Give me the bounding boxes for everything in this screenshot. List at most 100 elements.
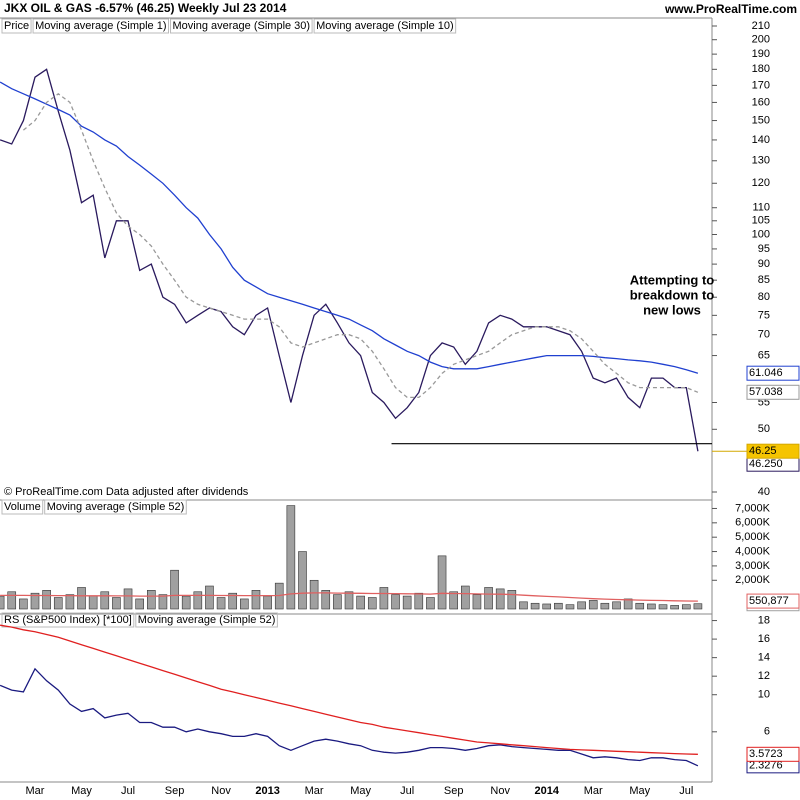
x-tick-label: Sep bbox=[444, 785, 464, 797]
y-tick-label: 180 bbox=[752, 63, 770, 75]
y-tick-label: 5,000K bbox=[735, 531, 771, 543]
y-tick-label: 95 bbox=[758, 243, 770, 255]
x-tick-label: Jul bbox=[400, 785, 414, 797]
series-line bbox=[0, 667, 699, 767]
volume-bar bbox=[251, 590, 261, 610]
y-tick-label: 90 bbox=[758, 258, 770, 270]
y-tick-label: 2,000K bbox=[735, 574, 771, 586]
volume-bar bbox=[367, 597, 377, 610]
x-tick-label: Jul bbox=[121, 785, 135, 797]
volume-bar bbox=[298, 551, 307, 610]
value-badge bbox=[746, 746, 800, 762]
volume-bar bbox=[681, 604, 691, 610]
volume-bar bbox=[30, 592, 40, 610]
y-tick-label: 18 bbox=[758, 614, 770, 626]
annotation: breakdown to bbox=[630, 287, 715, 302]
y-tick-label: 160 bbox=[752, 96, 770, 108]
volume-bar bbox=[577, 601, 586, 610]
y-tick-label: 190 bbox=[752, 48, 770, 60]
value-badge-label: 3.5723 bbox=[749, 748, 783, 760]
value-badge bbox=[746, 384, 800, 400]
legend-entry: Moving average (Simple 1) bbox=[35, 20, 166, 32]
y-tick-label: 80 bbox=[758, 291, 770, 303]
legend-entry: Moving average (Simple 52) bbox=[138, 614, 276, 626]
volume-bar bbox=[612, 601, 621, 610]
volume-bar bbox=[309, 579, 319, 610]
x-tick-label: Mar bbox=[584, 785, 603, 797]
y-tick-label: 110 bbox=[752, 202, 770, 214]
volume-bar bbox=[170, 569, 179, 610]
volume-bar bbox=[623, 598, 633, 610]
y-tick-label: 150 bbox=[752, 114, 770, 126]
x-tick-label: 2014 bbox=[534, 785, 559, 797]
legend-entry: Moving average (Simple 30) bbox=[173, 20, 311, 32]
y-tick-label: 3,000K bbox=[735, 560, 771, 572]
y-tick-label: 7,000K bbox=[735, 502, 771, 514]
volume-bar bbox=[391, 594, 400, 610]
value-badge-label: 46.250 bbox=[749, 458, 783, 470]
volume-bar bbox=[112, 597, 121, 610]
volume-bar bbox=[658, 604, 668, 610]
volume-bar bbox=[321, 590, 331, 610]
y-tick-label: 65 bbox=[758, 349, 770, 361]
y-tick-label: 50 bbox=[758, 423, 770, 435]
volume-bar bbox=[158, 594, 168, 610]
y-tick-label: 85 bbox=[758, 274, 770, 286]
x-tick-label: May bbox=[71, 785, 92, 797]
x-tick-label: Mar bbox=[305, 785, 324, 797]
y-tick-label: 105 bbox=[752, 215, 770, 227]
volume-bar bbox=[461, 585, 470, 610]
y-tick-label: 75 bbox=[758, 309, 770, 321]
x-tick-label: May bbox=[629, 785, 650, 797]
volume-bar bbox=[554, 602, 563, 610]
volume-bar bbox=[0, 595, 5, 610]
volume-bar bbox=[414, 592, 424, 610]
value-badge-label: 61.046 bbox=[749, 367, 783, 379]
legend-box bbox=[1, 612, 135, 628]
volume-bar bbox=[240, 598, 249, 610]
legend-box bbox=[170, 18, 313, 34]
volume-bar bbox=[42, 590, 51, 610]
volume-bar bbox=[216, 597, 226, 610]
volume-bar bbox=[402, 595, 412, 610]
site: www.ProRealTime.com bbox=[664, 2, 797, 16]
volume-bar bbox=[635, 602, 645, 610]
series-line bbox=[0, 624, 698, 755]
legend-entry: Moving average (Simple 10) bbox=[316, 20, 454, 32]
x-tick-label: Nov bbox=[490, 785, 510, 797]
volume-bar bbox=[519, 601, 528, 610]
volume-bar bbox=[426, 597, 435, 610]
annotation: new lows bbox=[643, 302, 701, 317]
value-badge bbox=[746, 365, 800, 381]
volume-bar bbox=[77, 587, 86, 610]
series-line bbox=[0, 592, 698, 602]
legend-box bbox=[32, 18, 170, 34]
y-tick-label: 100 bbox=[752, 228, 770, 240]
volume-bar bbox=[88, 595, 98, 610]
legend-entry: Volume bbox=[4, 501, 41, 513]
x-tick-label: May bbox=[350, 785, 371, 797]
volume-bar bbox=[65, 594, 75, 610]
volume-bar bbox=[449, 591, 458, 610]
y-tick-label: 12 bbox=[758, 670, 770, 682]
volume-bar bbox=[670, 605, 679, 610]
y-tick-label: 200 bbox=[752, 34, 770, 46]
volume-bar bbox=[484, 587, 493, 610]
legend-box bbox=[44, 499, 187, 515]
y-tick-label: 4,000K bbox=[735, 545, 771, 557]
series-line bbox=[0, 81, 699, 374]
volume-bar bbox=[437, 555, 447, 610]
legend-box bbox=[1, 18, 32, 34]
value-badge-label: 2.3276 bbox=[749, 760, 783, 772]
y-tick-label: 6,000K bbox=[735, 517, 771, 529]
volume-bar bbox=[344, 591, 354, 610]
y-tick-label: 70 bbox=[758, 329, 770, 341]
volume-bar bbox=[647, 603, 656, 610]
volume-bar bbox=[181, 595, 191, 610]
volume-bar bbox=[193, 591, 203, 610]
value-badge-label: 550,877 bbox=[749, 595, 789, 607]
value-badge bbox=[746, 443, 800, 459]
volume-bar bbox=[507, 590, 517, 610]
legend-box bbox=[1, 499, 44, 515]
